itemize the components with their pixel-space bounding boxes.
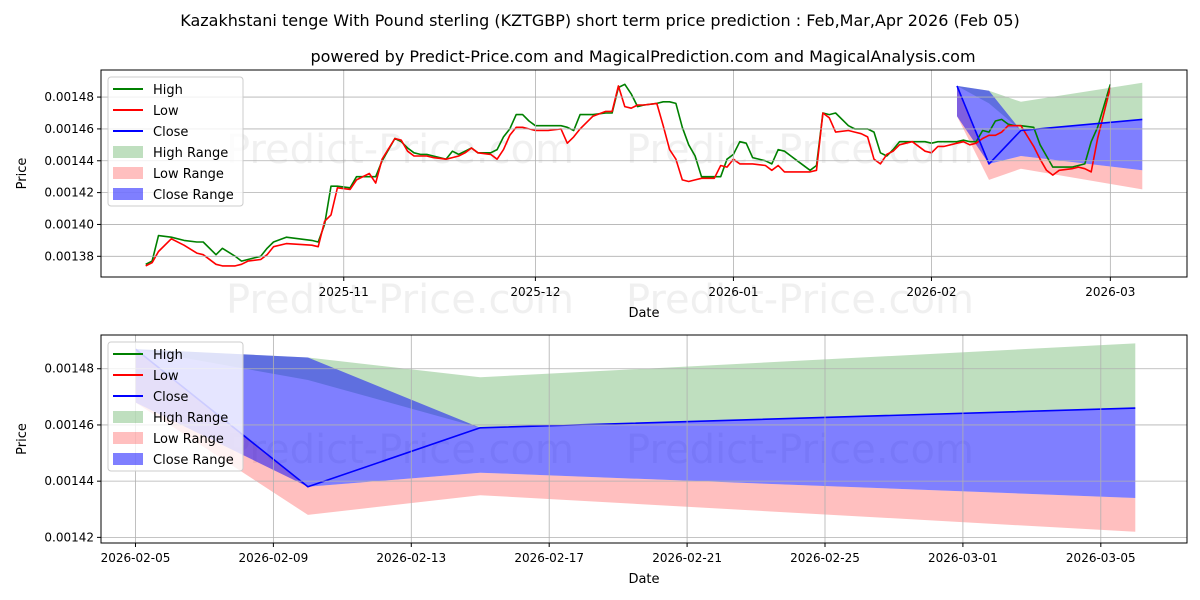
watermark: Predict-Price.com <box>226 277 574 323</box>
high-range-band <box>135 343 1136 428</box>
x-tick-label: 2026-01 <box>708 285 758 299</box>
x-tick-label: 2026-02-05 <box>101 551 171 565</box>
x-axis-label: Date <box>628 572 659 587</box>
legend-high-range-swatch <box>113 146 143 158</box>
chart-title: Kazakhstani tenge With Pound sterling (K… <box>180 11 1020 30</box>
legend-close-range-label: Close Range <box>153 188 234 203</box>
x-tick-label: 2026-02-25 <box>790 551 860 565</box>
legend-low-range-label: Low Range <box>153 167 224 182</box>
y-tick-label: 0.00144 <box>44 154 94 168</box>
y-tick-label: 0.00144 <box>44 474 94 488</box>
forecast-chart-panel: Predict-Price.comPredict-Price.com2026-0… <box>15 334 1188 587</box>
legend-close-range-swatch <box>113 188 143 200</box>
x-tick-label: 2026-02-09 <box>239 551 309 565</box>
x-tick-label: 2025-11 <box>319 285 369 299</box>
x-axis-label: Date <box>628 306 659 321</box>
high-range-band <box>957 82 1143 131</box>
legend: High Low Close High Range Low Range Close Ran… <box>107 341 244 472</box>
watermark: Predict-Price.com <box>226 127 574 173</box>
low-range-band <box>957 85 1143 190</box>
x-tick-label: 2025-12 <box>510 285 560 299</box>
legend-close-label: Close <box>153 125 188 140</box>
plot-frame <box>100 334 1188 544</box>
x-tick-label: 2026-02-21 <box>652 551 722 565</box>
plot-area <box>135 343 1136 532</box>
legend-low-label: Low <box>153 104 179 119</box>
plot-area <box>145 82 1143 267</box>
legend: High Low Close High Range Low Range Close Ran… <box>107 76 244 207</box>
y-tick-label: 0.00148 <box>44 90 94 104</box>
legend-close-range-swatch <box>113 453 143 465</box>
y-tick-label: 0.00146 <box>44 122 94 136</box>
high-series-line <box>145 83 1112 266</box>
x-tick-label: 2026-03 <box>1085 285 1135 299</box>
y-tick-label: 0.00140 <box>44 217 94 231</box>
y-tick-label: 0.00138 <box>44 249 94 263</box>
legend-high-label: High <box>153 83 183 98</box>
chart-subtitle: powered by Predict-Price.com and Magical… <box>310 47 975 66</box>
x-tick-label: 2026-02-17 <box>514 551 584 565</box>
watermark: Predict-Price.com <box>626 127 974 173</box>
legend-close-range-label: Close Range <box>153 453 234 468</box>
legend-high-range-swatch <box>113 411 143 423</box>
history-chart-panel: Predict-Price.com Predict-Price.com Predic… <box>15 69 1188 323</box>
x-tick-label: 2026-03-05 <box>1066 551 1136 565</box>
legend-low-range-swatch <box>113 167 143 179</box>
y-axis-label: Price <box>15 423 30 455</box>
legend-low-range-label: Low Range <box>153 432 224 447</box>
legend-close-label: Close <box>153 390 188 405</box>
y-axis-label: Price <box>15 158 30 190</box>
x-tick-label: 2026-03-01 <box>928 551 998 565</box>
y-tick-label: 0.00142 <box>44 186 94 200</box>
low-range-band <box>135 349 1136 532</box>
low-series-line <box>145 85 1112 267</box>
legend-high-range-label: High Range <box>153 411 228 426</box>
y-tick-label: 0.00142 <box>44 530 94 544</box>
x-tick-label: 2026-02 <box>906 285 956 299</box>
close-series-line <box>956 85 1143 165</box>
watermark: Predict-Price.com <box>626 277 974 323</box>
plot-frame <box>100 69 1188 278</box>
legend-low-label: Low <box>153 369 179 384</box>
y-tick-label: 0.00148 <box>44 362 94 376</box>
watermark-group: Predict-Price.com Predict-Price.com Predic… <box>226 127 974 323</box>
legend-high-range-label: High Range <box>153 146 228 161</box>
legend-high-label: High <box>153 348 183 363</box>
legend-low-range-swatch <box>113 432 143 444</box>
y-tick-label: 0.00146 <box>44 418 94 432</box>
x-tick-label: 2026-02-13 <box>376 551 446 565</box>
